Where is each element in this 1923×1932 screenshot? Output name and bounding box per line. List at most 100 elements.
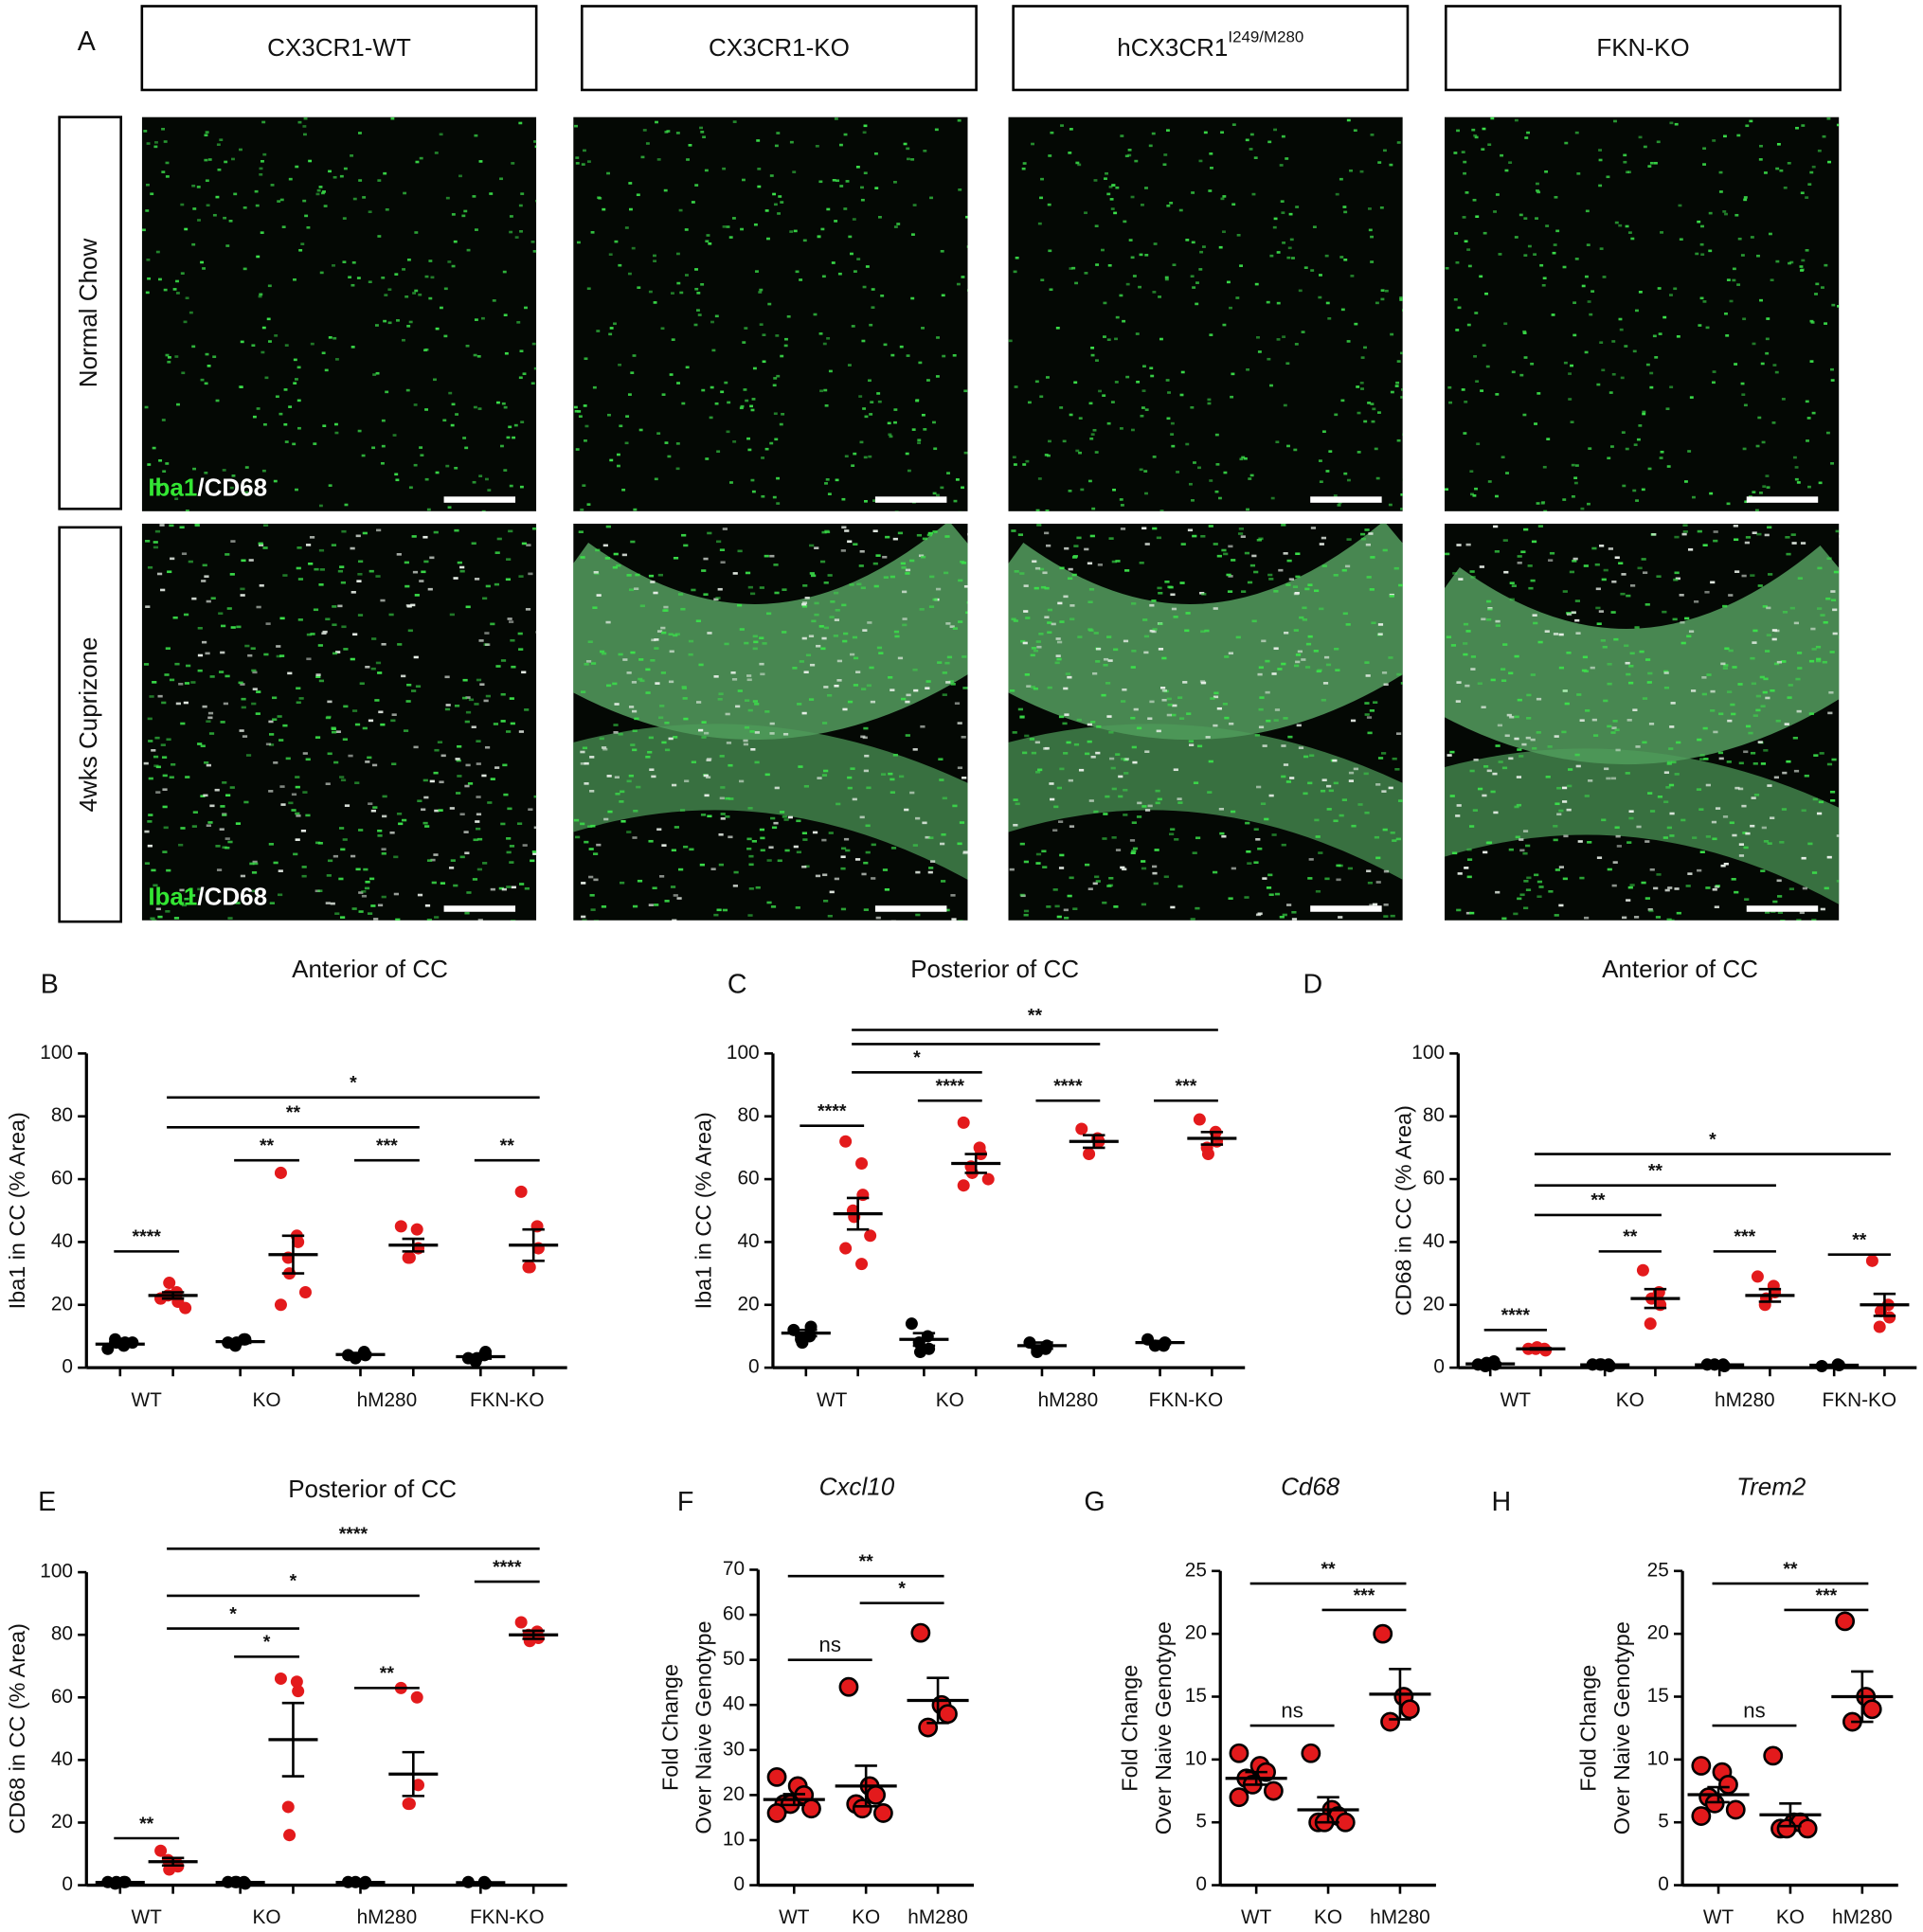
speck — [843, 207, 847, 210]
speck — [1132, 761, 1137, 764]
speck — [1392, 839, 1396, 842]
speck — [928, 836, 933, 839]
speck — [1231, 373, 1234, 376]
speck — [809, 545, 814, 547]
speck — [1209, 152, 1213, 155]
speck — [225, 837, 230, 840]
speck — [1750, 825, 1754, 828]
speck — [1620, 329, 1624, 331]
speck — [1575, 599, 1580, 602]
speck — [192, 468, 196, 471]
speck — [640, 604, 645, 607]
speck — [1398, 584, 1403, 587]
speck — [1246, 368, 1249, 371]
speck — [446, 704, 451, 707]
speck — [1123, 640, 1128, 643]
speck — [1058, 820, 1063, 823]
x-tick-label: hM280 — [908, 1906, 968, 1928]
speck — [251, 703, 256, 706]
speck — [294, 359, 297, 362]
speck — [1694, 600, 1698, 603]
speck — [1269, 893, 1274, 896]
speck — [198, 670, 203, 672]
speck — [344, 168, 348, 170]
speck — [1039, 197, 1043, 200]
speck — [850, 767, 854, 770]
speck — [249, 559, 254, 562]
speck — [462, 697, 467, 700]
speck — [650, 659, 655, 662]
speck — [1706, 835, 1711, 838]
speck — [334, 912, 339, 915]
speck — [911, 233, 915, 236]
speck — [756, 886, 761, 889]
speck — [1505, 734, 1510, 737]
speck — [444, 287, 448, 290]
speck — [1161, 657, 1166, 660]
speck — [478, 474, 482, 477]
speck — [1025, 460, 1029, 463]
speck — [381, 462, 385, 465]
speck — [1121, 504, 1124, 507]
speck — [282, 574, 287, 577]
speck — [904, 143, 908, 146]
speck — [1166, 379, 1170, 382]
speck — [1195, 907, 1199, 910]
speck — [662, 393, 666, 396]
speck — [1020, 843, 1025, 846]
speck — [1623, 154, 1626, 157]
speck — [1502, 767, 1507, 770]
speck — [853, 543, 857, 546]
speck — [656, 828, 661, 831]
speck — [1793, 737, 1798, 740]
speck — [420, 157, 423, 160]
speck — [1299, 290, 1303, 293]
speck — [1712, 821, 1716, 824]
speck — [1503, 571, 1508, 574]
data-point — [1637, 1264, 1649, 1277]
speck — [671, 292, 674, 295]
speck — [220, 828, 225, 831]
speck — [163, 775, 168, 778]
speck — [1628, 682, 1633, 685]
speck — [243, 801, 248, 804]
speck — [717, 908, 722, 911]
speck — [1130, 839, 1135, 842]
speck — [1626, 595, 1630, 598]
speck — [186, 296, 189, 299]
speck — [1274, 647, 1279, 650]
speck — [652, 886, 656, 889]
speck — [867, 621, 872, 624]
speck — [1223, 703, 1228, 706]
speck — [169, 525, 173, 528]
speck — [1091, 433, 1095, 436]
speck — [264, 377, 268, 380]
y-axis-label: Fold Change — [657, 1664, 682, 1791]
speck — [170, 558, 174, 561]
speck — [1519, 893, 1524, 896]
speck — [1448, 402, 1452, 404]
speck — [1283, 717, 1287, 720]
speck — [1562, 498, 1566, 501]
speck — [1314, 819, 1319, 822]
speck — [213, 214, 217, 217]
speck — [206, 720, 210, 723]
speck — [515, 236, 519, 239]
speck — [1154, 883, 1159, 886]
speck — [1066, 742, 1070, 744]
speck — [692, 201, 695, 204]
speck — [384, 294, 387, 296]
speck — [836, 679, 841, 682]
speck — [873, 529, 878, 532]
speck — [1215, 491, 1219, 493]
speck — [374, 699, 379, 702]
speck — [1295, 592, 1300, 595]
speck — [1675, 123, 1679, 126]
speck — [755, 731, 760, 734]
speck — [796, 271, 800, 274]
speck — [672, 784, 676, 787]
speck — [1662, 316, 1666, 319]
speck — [1723, 815, 1728, 818]
speck — [836, 179, 839, 182]
speck — [1779, 170, 1783, 172]
